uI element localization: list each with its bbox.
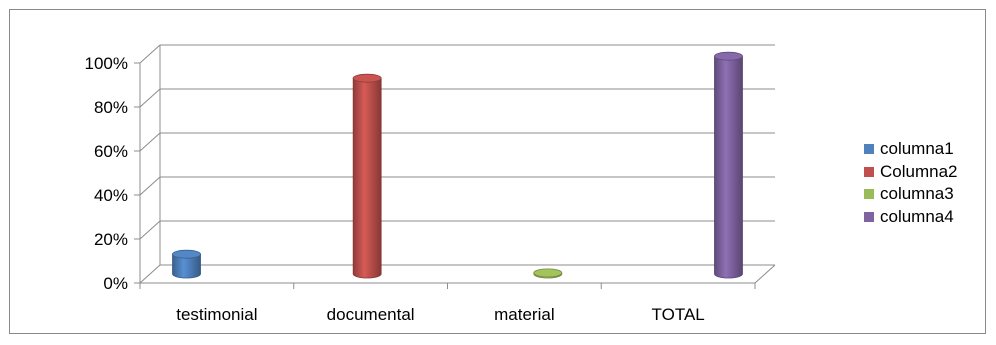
bar-top [533, 268, 563, 278]
legend-item: columna4 [864, 206, 958, 229]
bar-top [352, 73, 382, 83]
legend-swatch [864, 144, 874, 155]
x-tick-label: material [494, 305, 554, 324]
bar [714, 51, 743, 279]
bars [172, 51, 743, 279]
bar [533, 268, 563, 279]
legend-swatch [864, 189, 874, 200]
bar-top [172, 249, 201, 259]
gridline-side [139, 88, 161, 108]
y-tick-label: 0% [103, 274, 128, 293]
x-tick-label: documental [327, 305, 415, 324]
legend-item: columna3 [864, 183, 958, 206]
legend-swatch [864, 211, 874, 222]
bar-body [172, 253, 201, 279]
bar-body [714, 55, 743, 279]
legend-item: Columna2 [864, 161, 958, 184]
chart-frame [9, 9, 986, 334]
axes [134, 45, 776, 289]
gridlines [139, 44, 775, 284]
tick-labels: 0% 20% 40% 60% 80% 100% testimonial documental m… [85, 54, 705, 324]
legend-label: columna4 [880, 206, 954, 226]
y-tick-label: 40% [94, 186, 128, 205]
legend-label: columna3 [880, 184, 954, 204]
bar [172, 249, 201, 279]
y-tick-label: 80% [94, 98, 128, 117]
legend-label: Columna2 [880, 161, 958, 181]
y-tick-label: 60% [94, 142, 128, 161]
bar-body [352, 77, 382, 279]
y-tick-label: 20% [94, 230, 128, 249]
bar-top [714, 51, 743, 61]
gridline-side [139, 176, 161, 196]
x-tick-label: TOTAL [652, 305, 705, 324]
gridline-side [139, 220, 161, 240]
x-tick-label: testimonial [176, 305, 257, 324]
bar [352, 73, 382, 279]
legend-item: columna1 [864, 138, 958, 161]
gridline-side [139, 264, 161, 284]
legend-label: columna1 [880, 139, 954, 159]
legend: columna1 Columna2 columna3 columna4 [864, 138, 958, 228]
legend-swatch [864, 166, 874, 177]
y-tick-label: 100% [85, 54, 128, 73]
floor-right-edge [754, 264, 776, 284]
gridline-side [139, 132, 161, 152]
gridline-side [139, 44, 161, 64]
